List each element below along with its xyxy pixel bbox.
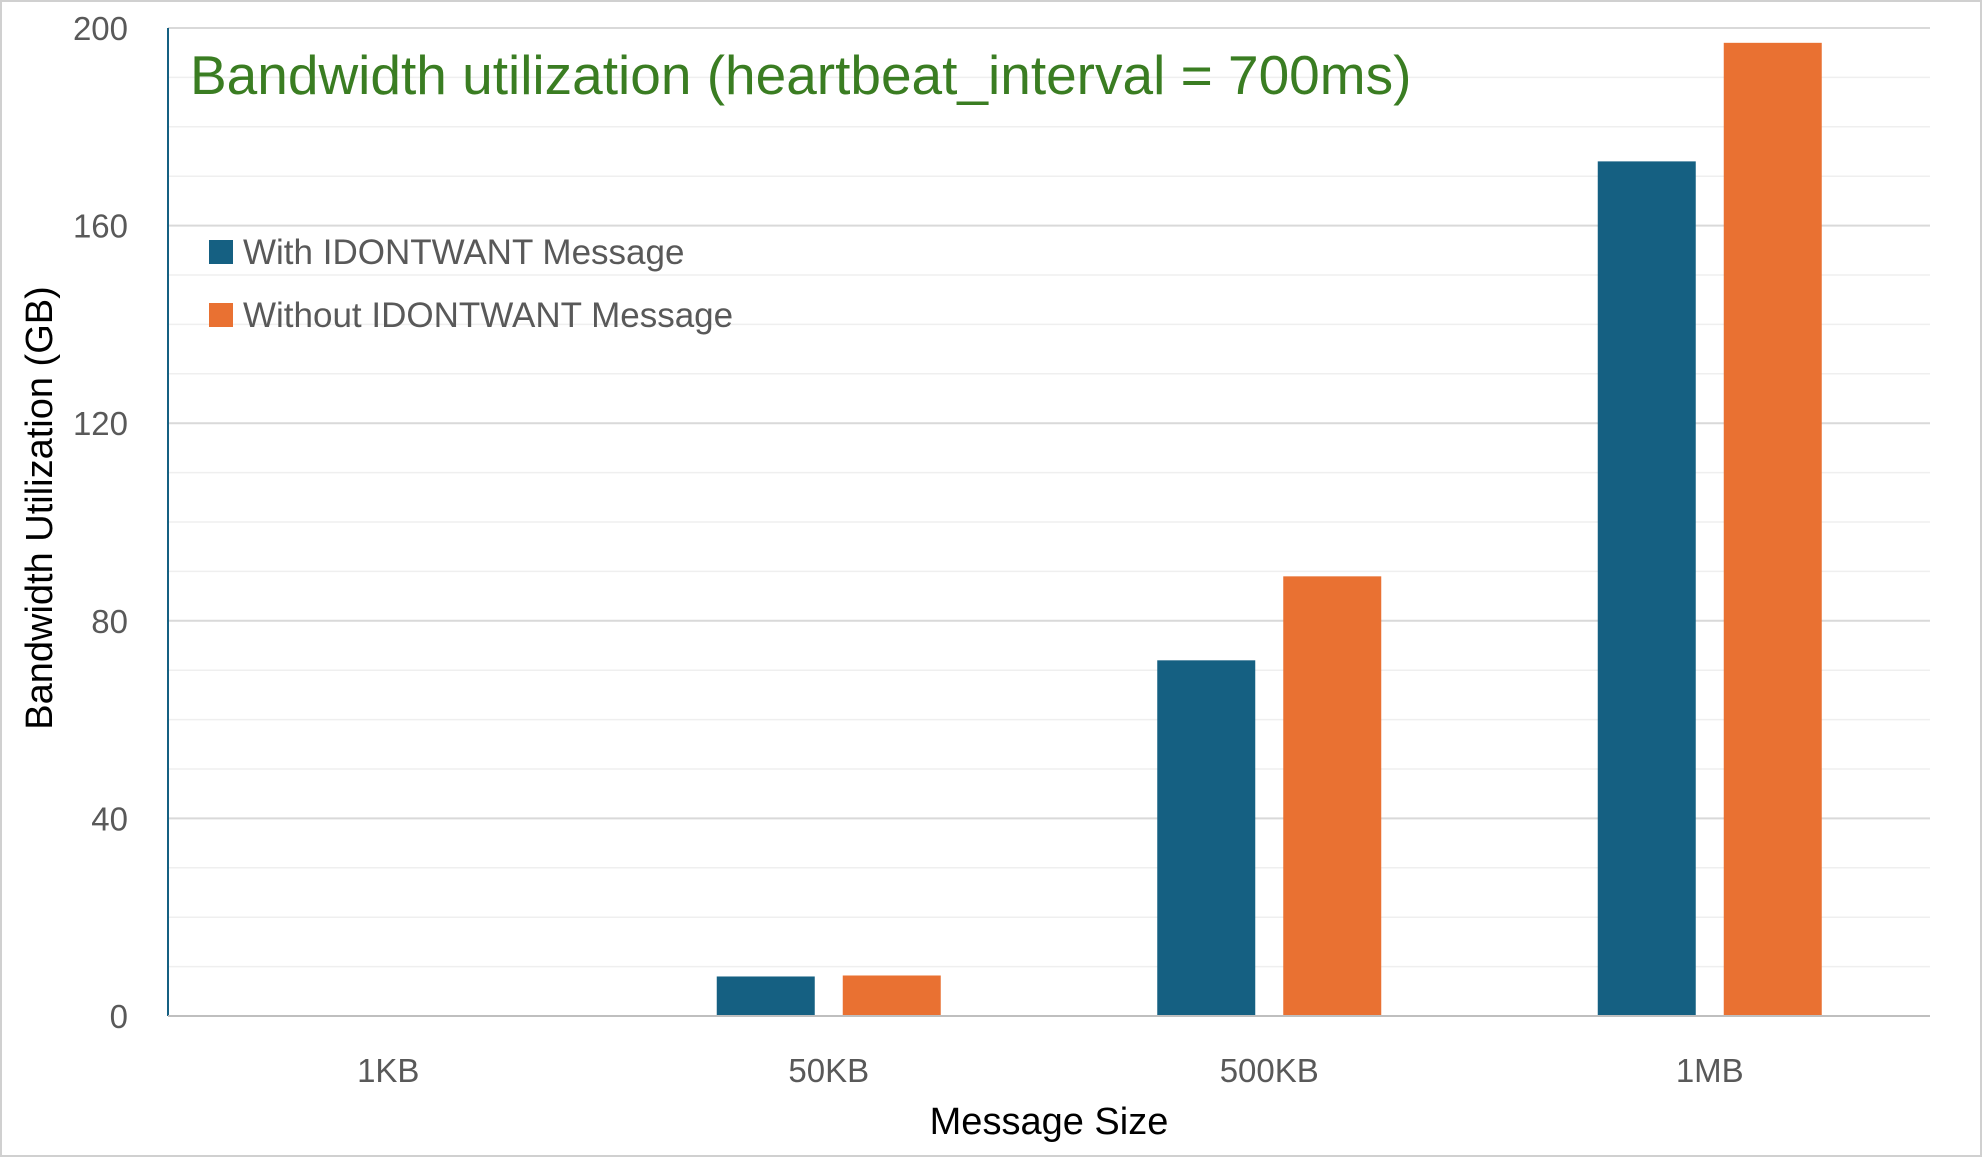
y-tick-label: 160 [73, 208, 128, 245]
legend: With IDONTWANT Message Without IDONTWANT … [209, 233, 733, 335]
y-tick-label: 200 [73, 10, 128, 47]
y-tick-label: 120 [73, 405, 128, 442]
bar-without-1mb [1723, 42, 1822, 1016]
bar-without-500kb [1283, 576, 1382, 1016]
legend-label: Without IDONTWANT Message [243, 296, 733, 335]
legend-label: With IDONTWANT Message [243, 233, 684, 272]
x-tick-label: 1KB [357, 1052, 419, 1089]
bar-with-50kb [716, 976, 815, 1016]
legend-swatch [209, 303, 233, 327]
y-tick-label: 80 [91, 603, 128, 640]
y-tick-labels: 0 40 80 120 160 200 [73, 10, 128, 1035]
x-axis-label: Message Size [930, 1101, 1169, 1143]
bar-with-500kb [1157, 660, 1256, 1016]
x-tick-label: 50KB [788, 1052, 869, 1089]
y-tick-label: 0 [110, 998, 128, 1035]
bar-without-50kb [842, 975, 941, 1016]
y-axis-label: Bandwidth Utilization (GB) [19, 286, 61, 730]
bar-with-1mb [1597, 161, 1696, 1016]
chart-title: Bandwidth utilization (heartbeat_interva… [190, 44, 1411, 106]
bars [276, 42, 1822, 1016]
y-tick-label: 40 [91, 800, 128, 837]
legend-swatch [209, 240, 233, 264]
x-tick-labels: 1KB 50KB 500KB 1MB [357, 1052, 1744, 1089]
x-tick-label: 500KB [1220, 1052, 1319, 1089]
x-tick-label: 1MB [1676, 1052, 1744, 1089]
